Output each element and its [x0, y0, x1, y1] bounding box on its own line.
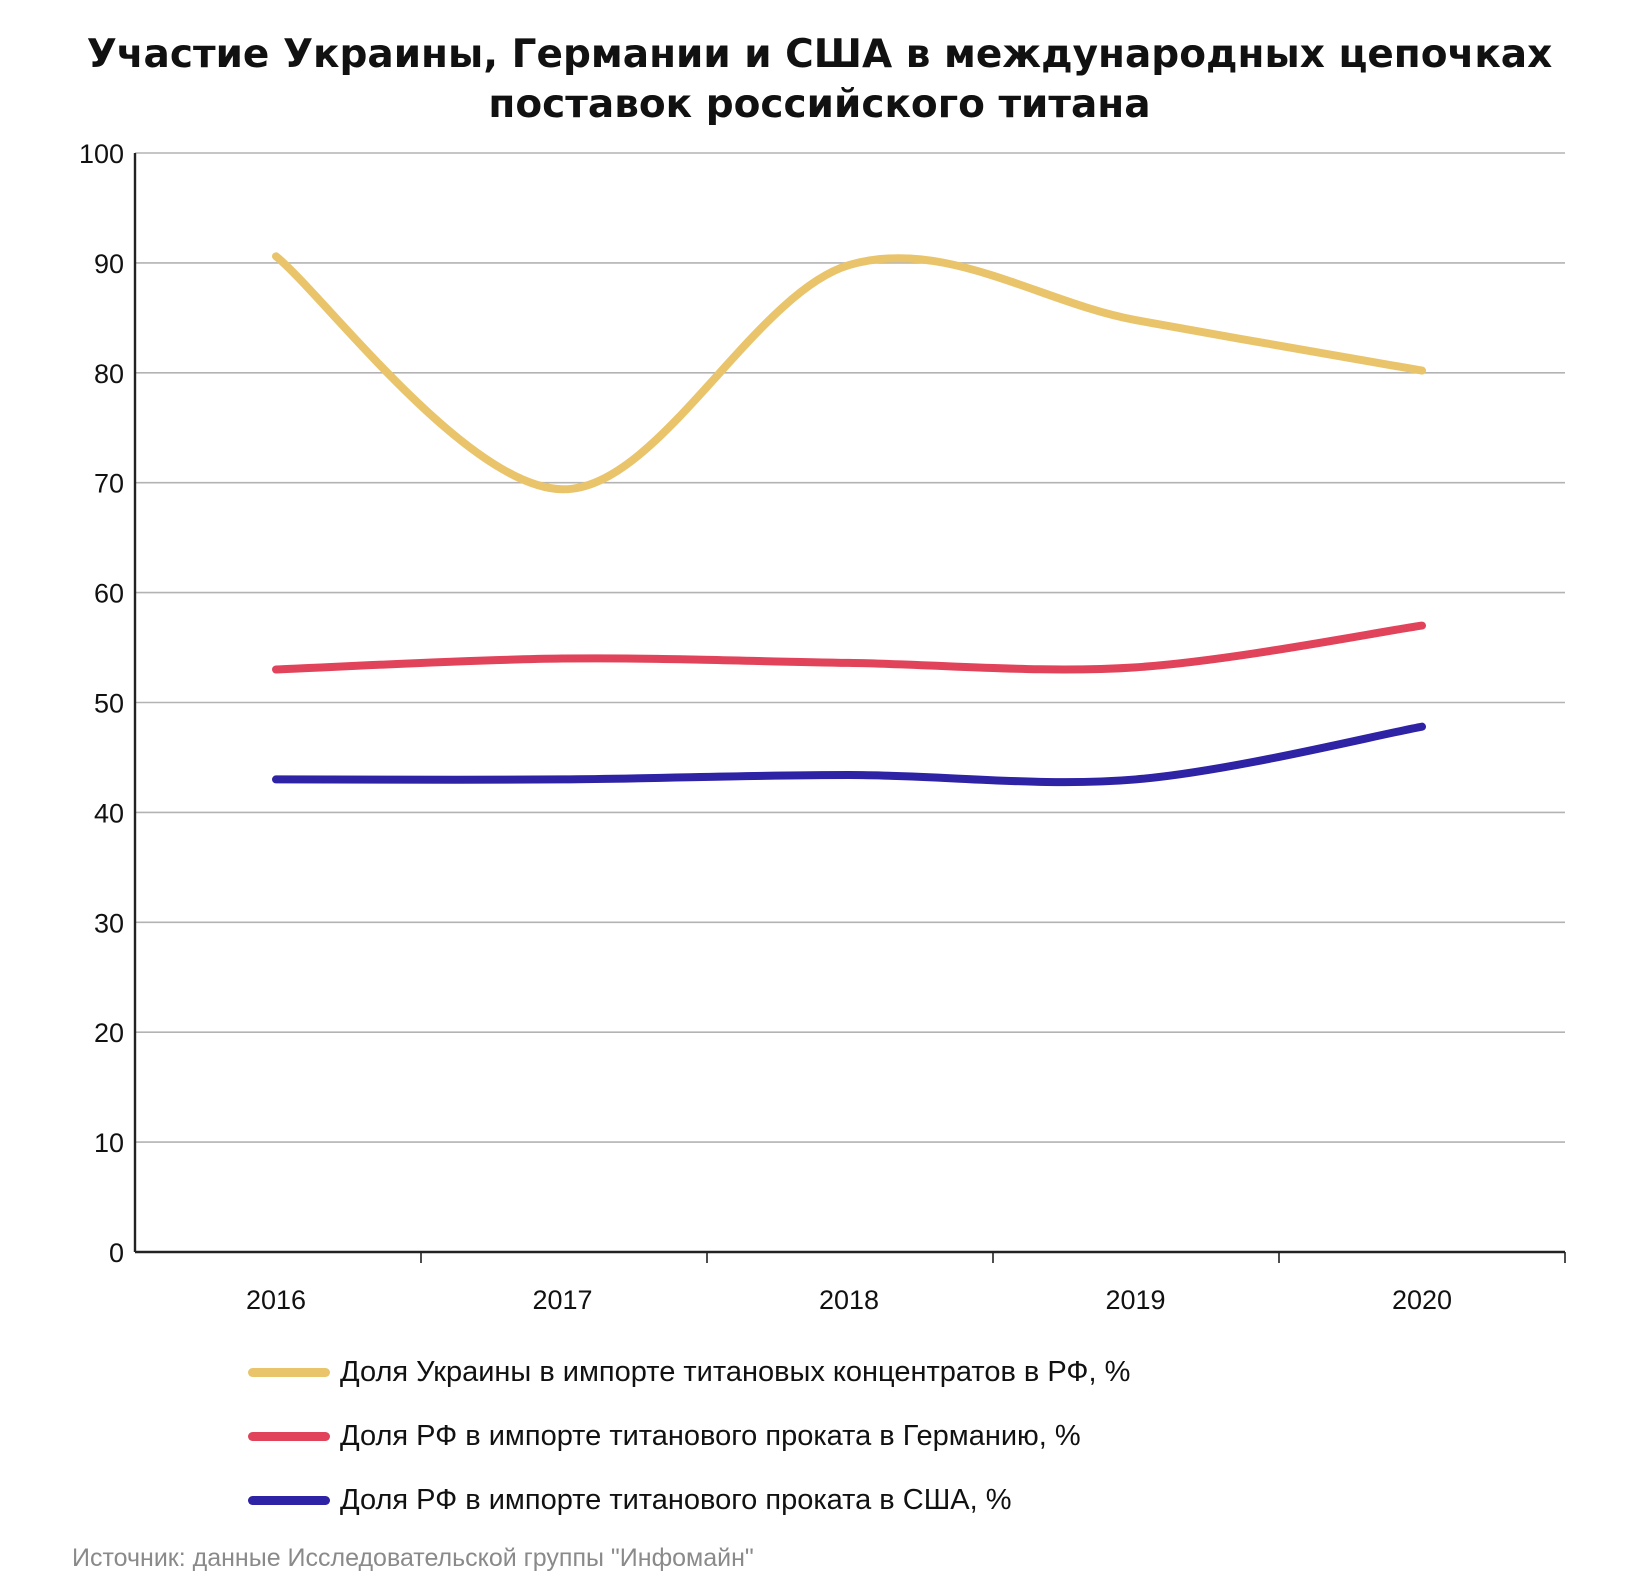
- legend-swatch-germany: [248, 1431, 330, 1441]
- x-tick-label-2019: 2019: [1105, 1285, 1165, 1315]
- y-tick-label-30: 30: [94, 908, 124, 938]
- grid-lines: [135, 152, 1565, 1143]
- y-tick-label-50: 50: [94, 689, 124, 719]
- legend-label-ukraine: Доля Украины в импорте титановых концент…: [340, 1355, 1131, 1388]
- chart-title: Участие Украины, Германии и США в междун…: [0, 30, 1639, 130]
- x-tick-labels: 2016 2017 2018 2019 2020: [246, 1285, 1452, 1315]
- y-tick-label-60: 60: [94, 579, 124, 609]
- series-line-usa: [272, 722, 1426, 787]
- y-tick-label-20: 20: [94, 1018, 124, 1048]
- source-note: Источник: данные Исследовательской групп…: [72, 1544, 754, 1572]
- y-tick-labels: 0 10 20 30 40 50 60 70 80 90 100: [79, 139, 124, 1268]
- y-tick-label-10: 10: [94, 1128, 124, 1158]
- legend-label-usa: Доля РФ в импорте титанового проката в С…: [340, 1483, 1012, 1516]
- series-lines: [272, 252, 1426, 787]
- legend-item-ukraine: Доля Украины в импорте титановых концент…: [248, 1340, 1130, 1404]
- x-tick-label-2020: 2020: [1392, 1285, 1452, 1315]
- legend-swatch-ukraine: [248, 1367, 330, 1377]
- y-tick-label-100: 100: [79, 139, 124, 169]
- legend-item-germany: Доля РФ в импорте титанового проката в Г…: [248, 1404, 1130, 1468]
- legend-label-germany: Доля РФ в импорте титанового проката в Г…: [340, 1419, 1081, 1452]
- chart-title-line-1: Участие Украины, Германии и США в междун…: [86, 32, 1553, 77]
- y-tick-label-80: 80: [94, 359, 124, 389]
- y-tick-label-40: 40: [94, 798, 124, 828]
- axes: [133, 153, 1566, 1263]
- x-tick-label-2017: 2017: [532, 1285, 592, 1315]
- x-tick-label-2016: 2016: [246, 1285, 306, 1315]
- series-line-ukraine: [272, 252, 1426, 494]
- legend-swatch-usa: [248, 1495, 330, 1505]
- x-tick-label-2018: 2018: [819, 1285, 879, 1315]
- legend: Доля Украины в импорте титановых концент…: [248, 1340, 1130, 1532]
- legend-item-usa: Доля РФ в импорте титанового проката в С…: [248, 1468, 1130, 1532]
- y-tick-label-0: 0: [109, 1238, 124, 1268]
- chart-title-line-2: поставок российского титана: [488, 82, 1151, 127]
- series-line-germany: [272, 621, 1426, 674]
- y-tick-label-90: 90: [94, 249, 124, 279]
- y-tick-label-70: 70: [94, 469, 124, 499]
